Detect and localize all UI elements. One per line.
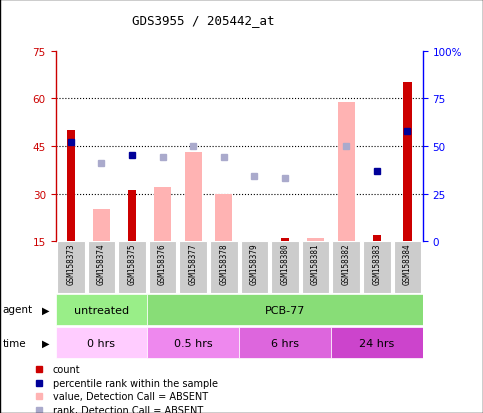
Text: GSM158379: GSM158379 bbox=[250, 243, 259, 285]
Bar bbox=[180, 242, 207, 293]
Text: GSM158381: GSM158381 bbox=[311, 243, 320, 285]
Bar bbox=[147, 327, 239, 358]
Text: ▶: ▶ bbox=[42, 305, 50, 315]
Text: GSM158376: GSM158376 bbox=[158, 243, 167, 285]
Text: GSM158374: GSM158374 bbox=[97, 243, 106, 285]
Text: 0 hrs: 0 hrs bbox=[87, 338, 115, 348]
Text: 0.5 hrs: 0.5 hrs bbox=[174, 338, 213, 348]
Bar bbox=[118, 242, 146, 293]
Text: GSM158380: GSM158380 bbox=[281, 243, 289, 285]
Bar bbox=[56, 327, 147, 358]
Bar bbox=[403, 83, 412, 242]
Text: count: count bbox=[53, 364, 81, 374]
Bar bbox=[338, 102, 355, 242]
Bar bbox=[185, 153, 201, 242]
Bar bbox=[149, 242, 176, 293]
Text: 6 hrs: 6 hrs bbox=[271, 338, 299, 348]
Text: agent: agent bbox=[2, 305, 32, 315]
Bar bbox=[332, 242, 360, 293]
Bar bbox=[67, 131, 75, 242]
Bar bbox=[239, 327, 331, 358]
Bar bbox=[241, 242, 268, 293]
Bar bbox=[128, 191, 136, 242]
Bar bbox=[210, 242, 238, 293]
Text: PCB-77: PCB-77 bbox=[265, 305, 305, 315]
Text: rank, Detection Call = ABSENT: rank, Detection Call = ABSENT bbox=[53, 405, 203, 413]
Text: GSM158384: GSM158384 bbox=[403, 243, 412, 285]
Text: ▶: ▶ bbox=[42, 338, 50, 348]
Bar bbox=[372, 235, 381, 242]
Bar bbox=[57, 242, 85, 293]
Bar bbox=[331, 327, 423, 358]
Bar bbox=[307, 238, 324, 242]
Bar bbox=[215, 194, 232, 242]
Bar bbox=[394, 242, 421, 293]
Text: GSM158375: GSM158375 bbox=[128, 243, 137, 285]
Text: GDS3955 / 205442_at: GDS3955 / 205442_at bbox=[131, 14, 274, 27]
Bar bbox=[281, 238, 289, 242]
Bar bbox=[56, 294, 147, 325]
Text: GSM158373: GSM158373 bbox=[66, 243, 75, 285]
Bar bbox=[302, 242, 329, 293]
Bar bbox=[271, 242, 298, 293]
Text: GSM158383: GSM158383 bbox=[372, 243, 381, 285]
Text: GSM158382: GSM158382 bbox=[341, 243, 351, 285]
Text: untreated: untreated bbox=[74, 305, 129, 315]
Text: 24 hrs: 24 hrs bbox=[359, 338, 394, 348]
Text: time: time bbox=[2, 338, 26, 348]
Text: percentile rank within the sample: percentile rank within the sample bbox=[53, 378, 218, 388]
Bar bbox=[154, 188, 171, 242]
Text: GSM158377: GSM158377 bbox=[189, 243, 198, 285]
Bar bbox=[147, 294, 423, 325]
Bar bbox=[93, 210, 110, 242]
Bar bbox=[88, 242, 115, 293]
Text: GSM158378: GSM158378 bbox=[219, 243, 228, 285]
Bar bbox=[363, 242, 391, 293]
Text: value, Detection Call = ABSENT: value, Detection Call = ABSENT bbox=[53, 391, 208, 401]
